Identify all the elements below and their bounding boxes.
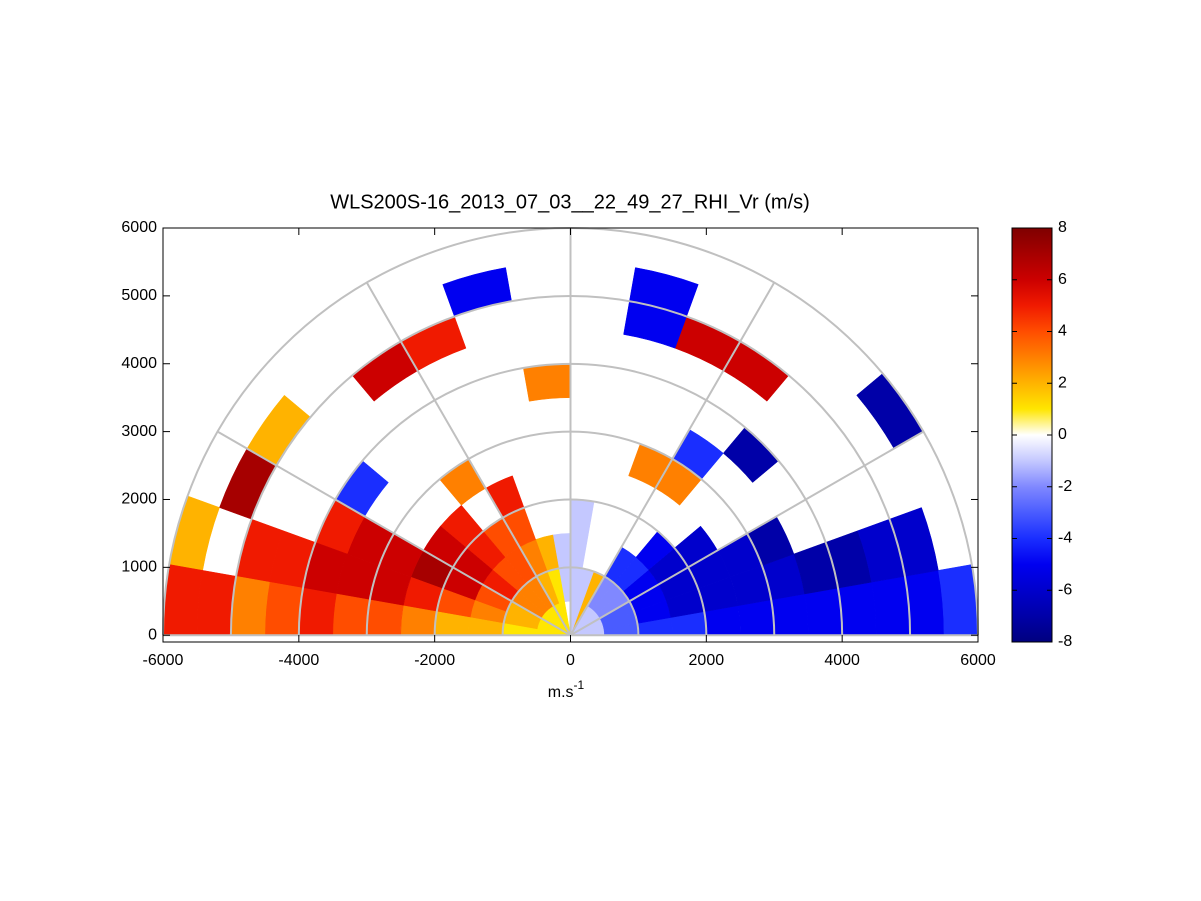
cell (523, 363, 571, 402)
cell (230, 575, 270, 636)
cell (837, 581, 877, 636)
x-tick-label: -6000 (143, 652, 184, 669)
y-tick-label: 6000 (121, 219, 157, 236)
y-tick-label: 1000 (121, 559, 157, 576)
cell (938, 564, 979, 636)
cell (770, 593, 809, 636)
y-tick-label: 5000 (121, 287, 157, 304)
spoke-grid-line (570, 430, 924, 637)
colorbar-tick-label: -8 (1058, 633, 1072, 650)
cell (871, 575, 911, 636)
spoke-grid-line (569, 282, 776, 636)
x-tick-label: 0 (566, 652, 575, 669)
spoke-grid-line (365, 282, 572, 636)
y-tick-label: 0 (148, 626, 157, 643)
cell (162, 564, 203, 636)
y-tick-label: 4000 (121, 355, 157, 372)
cell (804, 587, 843, 636)
chart-title: WLS200S-16_2013_07_03__22_49_27_RHI_Vr (… (330, 191, 810, 213)
colorbar-tick-label: -4 (1058, 530, 1072, 547)
x-tick-label: 2000 (689, 652, 725, 669)
cell (264, 581, 304, 636)
colorbar-tick-label: 4 (1058, 323, 1067, 340)
colorbar-tick-label: 6 (1058, 271, 1067, 288)
y-tick-label: 3000 (121, 423, 157, 440)
colorbar-tick-label: 8 (1058, 219, 1067, 236)
colorbar-tick-label: -2 (1058, 478, 1072, 495)
colorbar-tick-label: 0 (1058, 426, 1067, 443)
colorbar-tick-label: 2 (1058, 374, 1067, 391)
x-tick-label: -2000 (414, 652, 455, 669)
x-axis-label-base: m.s (548, 684, 574, 701)
colorbar (1011, 227, 1053, 643)
x-tick-label: 6000 (960, 652, 996, 669)
x-tick-label: -4000 (278, 652, 319, 669)
cell (332, 593, 371, 636)
x-tick-label: 4000 (824, 652, 860, 669)
colorbar-tick-label: -6 (1058, 581, 1072, 598)
x-axis-label: m.s-1 (548, 678, 585, 701)
y-tick-label: 2000 (121, 491, 157, 508)
cell (366, 599, 404, 636)
cell (737, 599, 775, 636)
cell (298, 587, 337, 636)
x-axis-label-sup: -1 (574, 678, 585, 692)
spoke-grid-line (217, 430, 571, 637)
